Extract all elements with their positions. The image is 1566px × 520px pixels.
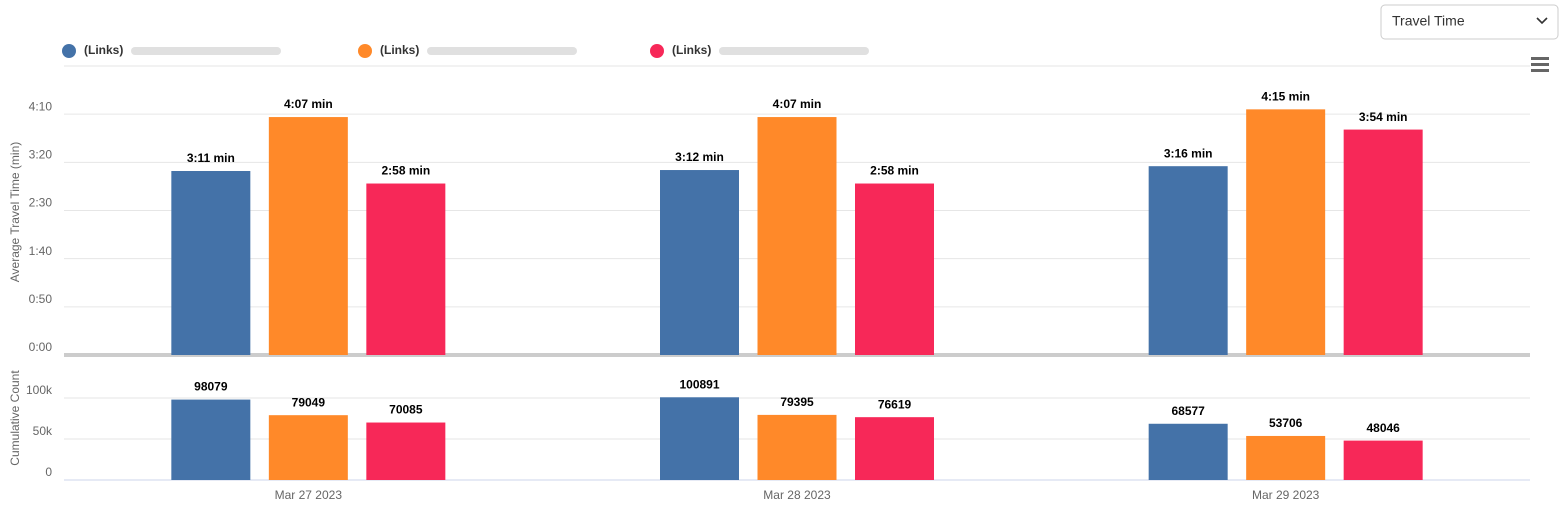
bar xyxy=(660,397,739,480)
y-axis-title: Average Travel Time (min) xyxy=(8,142,22,283)
bar xyxy=(855,183,934,355)
legend-label: (Links) xyxy=(380,43,419,57)
value-label: 79395 xyxy=(780,395,814,409)
bar xyxy=(1148,423,1228,480)
y-tick-label: 0:00 xyxy=(29,340,53,354)
menu-bar[interactable] xyxy=(1531,57,1549,60)
menu-bar[interactable] xyxy=(1531,69,1549,72)
y-tick-label: 3:20 xyxy=(29,148,53,162)
x-tick-label: Mar 28 2023 xyxy=(763,488,831,502)
bar xyxy=(757,117,837,355)
legend-blur xyxy=(131,47,281,55)
bar xyxy=(366,422,446,480)
value-label: 76619 xyxy=(878,397,912,411)
x-tick-label: Mar 27 2023 xyxy=(275,488,343,502)
value-label: 100891 xyxy=(679,377,719,391)
bar xyxy=(1148,166,1228,355)
value-label: 48046 xyxy=(1366,421,1400,435)
value-label: 3:16 min xyxy=(1164,146,1213,160)
y-tick-label: 0 xyxy=(45,465,52,479)
value-label: 3:54 min xyxy=(1359,110,1408,124)
bar xyxy=(171,399,251,480)
value-label: 79049 xyxy=(292,395,326,409)
y-tick-label: 1:40 xyxy=(29,244,53,258)
bar xyxy=(366,183,446,355)
value-label: 3:12 min xyxy=(675,150,724,164)
legend-blur xyxy=(719,47,869,55)
value-label: 3:11 min xyxy=(187,151,235,165)
value-label: 2:58 min xyxy=(870,164,919,178)
y-tick-label: 100k xyxy=(26,383,53,397)
legend-marker xyxy=(358,44,372,58)
dropdown[interactable]: Travel Time xyxy=(1380,4,1559,40)
value-label: 68577 xyxy=(1171,404,1205,418)
menu-bar[interactable] xyxy=(1531,63,1549,66)
bar xyxy=(268,415,348,480)
bar xyxy=(757,414,837,480)
bar xyxy=(1246,109,1326,355)
legend-marker xyxy=(62,44,76,58)
bar xyxy=(268,117,348,355)
legend-label: (Links) xyxy=(84,43,123,57)
y-tick-label: 2:30 xyxy=(29,196,53,210)
dropdown-chevron[interactable] xyxy=(1536,17,1548,25)
legend-label: (Links) xyxy=(672,43,711,57)
y-axis-title: Cumulative Count xyxy=(8,370,22,466)
legend-blur xyxy=(427,47,577,55)
legend-marker xyxy=(650,44,664,58)
y-tick-label: 4:10 xyxy=(29,99,53,113)
dropdown-box[interactable] xyxy=(1380,4,1559,40)
x-tick-label: Mar 29 2023 xyxy=(1252,488,1320,502)
value-label: 2:58 min xyxy=(381,164,430,178)
bar xyxy=(1343,440,1423,480)
bar xyxy=(660,170,739,355)
bar xyxy=(1343,129,1423,355)
bar xyxy=(855,417,934,480)
value-label: 70085 xyxy=(389,403,423,417)
value-label: 4:07 min xyxy=(773,97,822,111)
y-tick-label: 0:50 xyxy=(29,292,53,306)
bar xyxy=(1246,435,1326,480)
value-label: 98079 xyxy=(194,380,228,394)
bar xyxy=(171,171,251,355)
dropdown-text[interactable]: Travel Time xyxy=(1392,13,1465,29)
y-tick-label: 50k xyxy=(33,424,53,438)
value-label: 4:07 min xyxy=(284,97,333,111)
value-label: 53706 xyxy=(1269,416,1303,430)
value-label: 4:15 min xyxy=(1261,90,1310,104)
menu-icon[interactable] xyxy=(1531,57,1549,72)
